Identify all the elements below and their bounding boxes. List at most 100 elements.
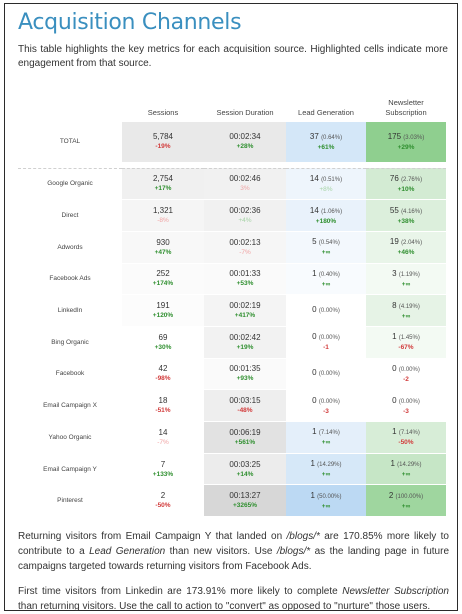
value: 14 (1.06%) xyxy=(286,206,366,217)
lead-cell: 1 (0.40%) +∞ xyxy=(286,263,366,296)
change: +120% xyxy=(152,312,174,320)
percent: (14.29%) xyxy=(317,462,342,469)
change: -7% xyxy=(239,248,251,256)
header-newsletter-subscription: Newsletter Subscription xyxy=(385,98,427,117)
percent: (0.00%) xyxy=(318,371,340,378)
text-italic: Lead Generation xyxy=(89,546,166,557)
table-row: Facebook Ads 252 +174% 00:01:33 +53% 1 (0.4… xyxy=(18,263,446,296)
table-row: Facebook 42 -98% 00:01:35 +93% 0 (0.00%) 0 … xyxy=(18,358,446,391)
percent: (3.03%) xyxy=(403,134,425,141)
value: 0 (0.00%) xyxy=(286,332,366,343)
count: 14 xyxy=(309,173,319,183)
value: 00:02:42 xyxy=(229,332,261,342)
lead-cell: 0 (0.00%) -1 xyxy=(286,326,366,359)
change: +46% xyxy=(397,249,415,257)
change: -3 xyxy=(323,407,329,415)
separator-row xyxy=(18,162,446,169)
percent: (0.54%) xyxy=(318,240,340,247)
change: +∞ xyxy=(401,280,411,288)
count: 2 xyxy=(388,490,394,500)
row-label: Bing Organic xyxy=(51,338,89,346)
source-cell: Direct xyxy=(18,199,122,232)
change: -51% xyxy=(155,407,171,415)
percent: (1.06%) xyxy=(321,208,343,215)
value: 930 xyxy=(156,237,170,247)
change: -1 xyxy=(323,344,329,352)
change: +93% xyxy=(236,375,254,383)
newsletter-cell: 2 (100.00%) +∞ xyxy=(366,484,446,518)
count: 0 xyxy=(312,368,317,378)
count: 37 xyxy=(309,131,319,141)
value: 5,784 xyxy=(152,132,174,142)
change: +28% xyxy=(236,143,254,151)
page-title: Acquisition Channels xyxy=(18,10,242,35)
lead-cell: 14 (1.06%) +180% xyxy=(286,199,366,232)
value: 37 (0.64%) xyxy=(286,132,366,143)
count: 5 xyxy=(312,237,317,247)
percent: (0.00%) xyxy=(318,335,340,342)
change: +∞ xyxy=(321,280,331,288)
value: 00:03:15 xyxy=(229,396,261,406)
change: +∞ xyxy=(321,249,331,257)
row-label: Yahoo Organic xyxy=(48,433,92,441)
duration-cell: 00:02:13 -7% xyxy=(204,231,286,264)
duration-cell: 00:02:19 +417% xyxy=(204,294,286,327)
duration-cell: 00:01:35 +93% xyxy=(204,358,286,391)
percent: (7.14%) xyxy=(318,430,340,437)
table-row: Pinterest 2 -50% 00:13:27 +3265% 1 (50.00%)… xyxy=(18,484,446,518)
change: +61% xyxy=(317,143,335,151)
value: 00:03:25 xyxy=(229,459,261,469)
sessions-cell: 42 -98% xyxy=(122,358,204,391)
acquisition-table: Sessions Session Duration Lead Generatio… xyxy=(18,86,446,518)
value: 8 (4.19%) xyxy=(366,301,446,312)
text: as the landing page in future campaigns … xyxy=(18,546,449,572)
count: 0 xyxy=(312,332,317,342)
newsletter-cell: 0 (0.00%) -2 xyxy=(366,358,446,391)
change: -7% xyxy=(157,438,169,446)
change: +∞ xyxy=(401,502,411,510)
count: 0 xyxy=(392,395,397,405)
change: +∞ xyxy=(321,439,331,447)
change: 3% xyxy=(240,185,250,193)
table-row: Yahoo Organic 14 -7% 00:06:19 +561% 1 (7.14… xyxy=(18,421,446,454)
row-label: Adwords xyxy=(57,243,83,251)
count: 76 xyxy=(389,173,399,183)
duration-cell: 00:02:42 +19% xyxy=(204,326,286,359)
sessions-cell: 1,321 -8% xyxy=(122,199,204,232)
change: -19% xyxy=(155,143,171,151)
value: 00:02:34 xyxy=(229,132,261,142)
count: 0 xyxy=(312,305,317,315)
value: 0 (0.00%) xyxy=(366,396,446,407)
newsletter-cell: 55 (4.16%) +38% xyxy=(366,199,446,232)
value: 1,321 xyxy=(152,206,174,216)
table-row: Bing Organic 69 +30% 00:02:42 +19% 0 (0.00%… xyxy=(18,326,446,359)
value: 1 (50.00%) xyxy=(286,491,366,502)
header-sessions: Sessions xyxy=(147,108,179,117)
count: 55 xyxy=(389,205,399,215)
source-cell: Yahoo Organic xyxy=(18,421,122,454)
change: +417% xyxy=(234,312,256,320)
change: +38% xyxy=(397,217,415,225)
count: 1 xyxy=(310,490,315,500)
change: +14% xyxy=(236,470,254,478)
value: 2,754 xyxy=(152,174,174,184)
percent: (0.40%) xyxy=(318,271,340,278)
value: 3 (1.19%) xyxy=(366,269,446,280)
duration-cell: 00:02:36 +4% xyxy=(204,199,286,232)
value: 1 (14.29%) xyxy=(366,459,446,470)
value: 7 xyxy=(160,459,166,469)
total-sessions-cell: 5,784 -19% xyxy=(122,122,204,163)
value: 00:02:46 xyxy=(229,174,261,184)
value: 175 (3.03%) xyxy=(366,132,446,143)
intro-text: This table highlights the key metrics fo… xyxy=(18,44,448,69)
duration-cell: 00:02:46 3% xyxy=(204,168,286,201)
count: 1 xyxy=(310,459,315,469)
total-lead-cell: 37 (0.64%) +61% xyxy=(286,122,366,163)
change: -48% xyxy=(237,407,253,415)
newsletter-cell: 1 (1.45%) -67% xyxy=(366,326,446,359)
percent: (0.00%) xyxy=(318,398,340,405)
value: 76 (2.76%) xyxy=(366,174,446,185)
count: 1 xyxy=(392,427,397,437)
text-italic: Newsletter Subscription xyxy=(342,586,449,597)
change: +133% xyxy=(152,470,174,478)
